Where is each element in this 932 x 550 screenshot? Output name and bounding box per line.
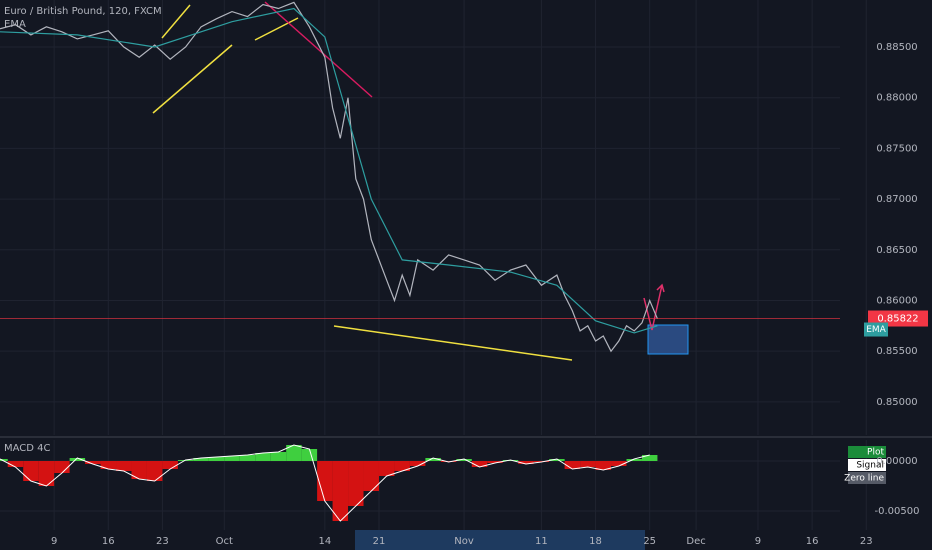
macd-bar — [518, 461, 534, 464]
macd-bar — [394, 461, 410, 471]
legend-box — [848, 472, 886, 484]
macd-bar — [378, 461, 395, 476]
ema-tag: EMA — [866, 325, 886, 335]
macd-bar — [23, 461, 39, 481]
macd-bar — [641, 455, 658, 461]
x-tick-label: Nov — [454, 536, 474, 547]
macd-bar — [332, 461, 349, 521]
macd-bar — [487, 461, 503, 463]
macd-bar — [580, 461, 596, 467]
chart-title: Euro / British Pound, 120, FXCM — [4, 6, 162, 17]
x-tick-label: 16 — [102, 536, 115, 547]
ema-line — [0, 7, 658, 334]
x-tick-label: 14 — [318, 536, 331, 547]
macd-bar — [348, 461, 364, 506]
y-tick-label: 0.88500 — [876, 42, 917, 53]
x-tick-label: 18 — [589, 536, 602, 547]
macd-bar — [471, 461, 488, 467]
macd-bar — [270, 452, 287, 461]
x-tick-label: 23 — [156, 536, 169, 547]
macd-bar — [0, 459, 8, 461]
x-tick-label: 16 — [806, 536, 819, 547]
macd-bar — [255, 453, 271, 461]
macd-bar — [131, 461, 147, 479]
legend-label: Signal — [856, 461, 884, 471]
macd-bar — [286, 445, 302, 461]
x-tick-label: 23 — [860, 536, 873, 547]
macd-bar — [611, 461, 627, 466]
macd-bar — [54, 461, 70, 473]
y-tick-label: 0.85000 — [876, 397, 917, 408]
y-tick-label: 0.87000 — [876, 194, 917, 205]
y-tick-label: -0.00500 — [875, 506, 920, 517]
macd-bar — [193, 458, 209, 461]
macd-bar — [85, 461, 101, 464]
x-tick-label: 9 — [755, 536, 761, 547]
macd-bar — [549, 459, 565, 461]
legend-label: Zero line — [844, 474, 884, 484]
macd-title: MACD 4C — [4, 443, 51, 454]
macd-bar — [239, 455, 256, 461]
legend-label: Plot — [867, 448, 884, 458]
macd-bar — [409, 461, 426, 466]
indicator-label: EMA — [4, 19, 26, 30]
macd-bar — [425, 458, 441, 461]
macd-bar — [146, 461, 163, 481]
macd-bar — [100, 461, 117, 469]
macd-bar — [38, 461, 55, 486]
legend-box — [848, 446, 886, 458]
macd-bar — [116, 461, 132, 471]
macd-line — [0, 444, 650, 522]
trend-line — [254, 17, 299, 41]
trend-line — [264, 1, 373, 98]
macd-bar — [317, 461, 333, 501]
macd-bar — [626, 459, 642, 461]
macd-bar — [208, 457, 225, 461]
trend-line — [333, 325, 573, 361]
macd-bar — [69, 458, 86, 461]
marks — [0, 1, 928, 522]
macd-bar — [162, 461, 178, 469]
x-tick-label: 21 — [373, 536, 386, 547]
time-range-highlight — [355, 530, 645, 550]
ema-tag-box — [864, 322, 888, 337]
target-box — [647, 324, 689, 355]
x-tick-label: 11 — [535, 536, 548, 547]
x-tick-label: Dec — [686, 536, 705, 547]
macd-bar — [456, 459, 472, 461]
last-price-label: 0.85822 — [877, 314, 918, 325]
y-tick-label: 0.86000 — [876, 295, 917, 306]
x-tick-label: 25 — [643, 536, 656, 547]
legend-box — [848, 459, 886, 471]
y-tick-label: 0.86500 — [876, 245, 917, 256]
y-tick-label: 0.87500 — [876, 143, 917, 154]
macd-bar — [224, 456, 240, 461]
macd-bar — [363, 461, 379, 491]
trend-line — [161, 4, 191, 39]
y-tick-label: 0.85500 — [876, 346, 917, 357]
y-tick-label: 0.00000 — [876, 456, 917, 467]
x-tick-label: 9 — [51, 536, 57, 547]
price-line — [0, 1, 658, 353]
macd-bar — [595, 461, 612, 470]
macd-bar — [301, 449, 318, 461]
trend-line — [152, 44, 233, 114]
y-tick-label: 0.88000 — [876, 93, 917, 104]
macd-bar — [7, 461, 24, 467]
macd-bar — [564, 461, 581, 469]
x-tick-label: Oct — [216, 536, 233, 547]
